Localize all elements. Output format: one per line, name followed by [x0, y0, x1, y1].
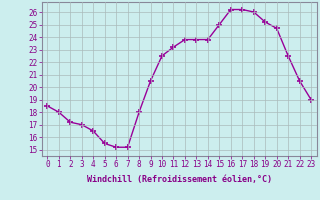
X-axis label: Windchill (Refroidissement éolien,°C): Windchill (Refroidissement éolien,°C) [87, 175, 272, 184]
